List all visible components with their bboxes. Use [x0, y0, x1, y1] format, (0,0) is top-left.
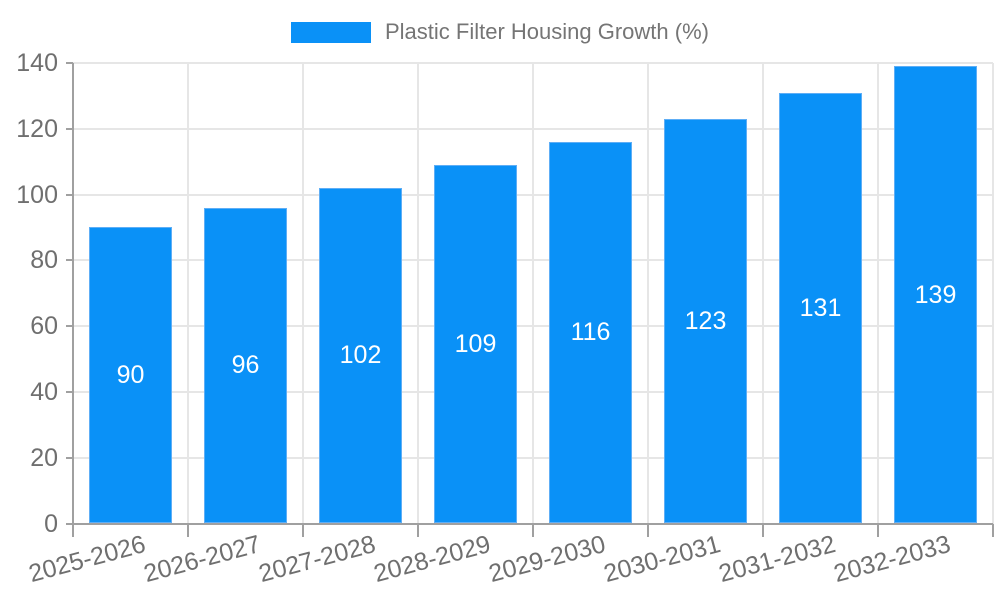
x-tick-label: 2027-2028 — [255, 530, 379, 589]
y-tick-label: 100 — [16, 180, 58, 209]
bar[interactable]: 116 — [549, 141, 632, 523]
v-gridline — [992, 63, 994, 524]
bar-value-label: 109 — [454, 329, 497, 358]
v-gridline — [877, 63, 879, 524]
bar[interactable]: 109 — [434, 164, 517, 523]
y-axis-tick — [66, 325, 73, 328]
y-tick-label: 20 — [30, 443, 58, 472]
y-tick-label: 60 — [30, 312, 58, 341]
x-tick-label: 2032-2033 — [830, 530, 954, 589]
legend-label[interactable]: Plastic Filter Housing Growth (%) — [385, 19, 709, 44]
bar[interactable]: 139 — [894, 66, 977, 523]
y-axis-tick — [66, 193, 73, 196]
x-axis-tick — [302, 524, 304, 537]
y-tick-label: 40 — [30, 377, 58, 406]
y-axis-line — [72, 63, 74, 537]
y-axis-tick — [66, 259, 73, 262]
x-tick-label: 2030-2031 — [600, 530, 724, 589]
x-tick-label: 2029-2030 — [485, 530, 609, 589]
bar[interactable]: 102 — [319, 187, 402, 523]
bar-value-label: 116 — [570, 318, 611, 347]
bar[interactable]: 123 — [664, 118, 747, 523]
y-axis-tick — [66, 456, 73, 459]
y-axis-tick — [66, 390, 73, 393]
x-axis-tick — [417, 524, 419, 537]
x-axis-tick — [992, 524, 994, 537]
x-tick-label: 2031-2032 — [715, 530, 839, 589]
bar-value-label: 139 — [914, 280, 957, 309]
v-gridline — [762, 63, 764, 524]
y-axis-tick — [66, 127, 73, 130]
x-axis-tick — [187, 524, 189, 537]
bar[interactable]: 131 — [779, 92, 862, 523]
bar[interactable]: 90 — [89, 227, 172, 523]
x-tick-label: 2026-2027 — [140, 530, 264, 589]
bar-value-label: 131 — [799, 293, 842, 322]
x-axis-tick — [532, 524, 534, 537]
bar-value-label: 123 — [684, 306, 727, 335]
bar[interactable]: 96 — [204, 207, 287, 523]
x-tick-label: 2025-2026 — [25, 530, 149, 589]
v-gridline — [187, 63, 189, 524]
v-gridline — [532, 63, 534, 524]
v-gridline — [647, 63, 649, 524]
bar-value-label: 102 — [339, 341, 382, 370]
bar-value-label: 96 — [231, 351, 260, 380]
y-tick-label: 80 — [30, 246, 58, 275]
bar-value-label: 90 — [116, 361, 145, 390]
x-axis-tick — [762, 524, 764, 537]
legend: Plastic Filter Housing Growth (%) — [0, 19, 1000, 45]
x-axis-line — [66, 523, 993, 525]
x-tick-label: 2028-2029 — [370, 530, 494, 589]
v-gridline — [302, 63, 304, 524]
x-axis-tick — [647, 524, 649, 537]
y-tick-label: 0 — [44, 509, 58, 538]
y-axis-tick — [66, 62, 73, 64]
x-axis-tick — [877, 524, 879, 537]
v-gridline — [417, 63, 419, 524]
legend-swatch-icon[interactable] — [291, 21, 371, 43]
y-tick-label: 120 — [16, 114, 58, 143]
y-tick-label: 140 — [16, 49, 58, 77]
